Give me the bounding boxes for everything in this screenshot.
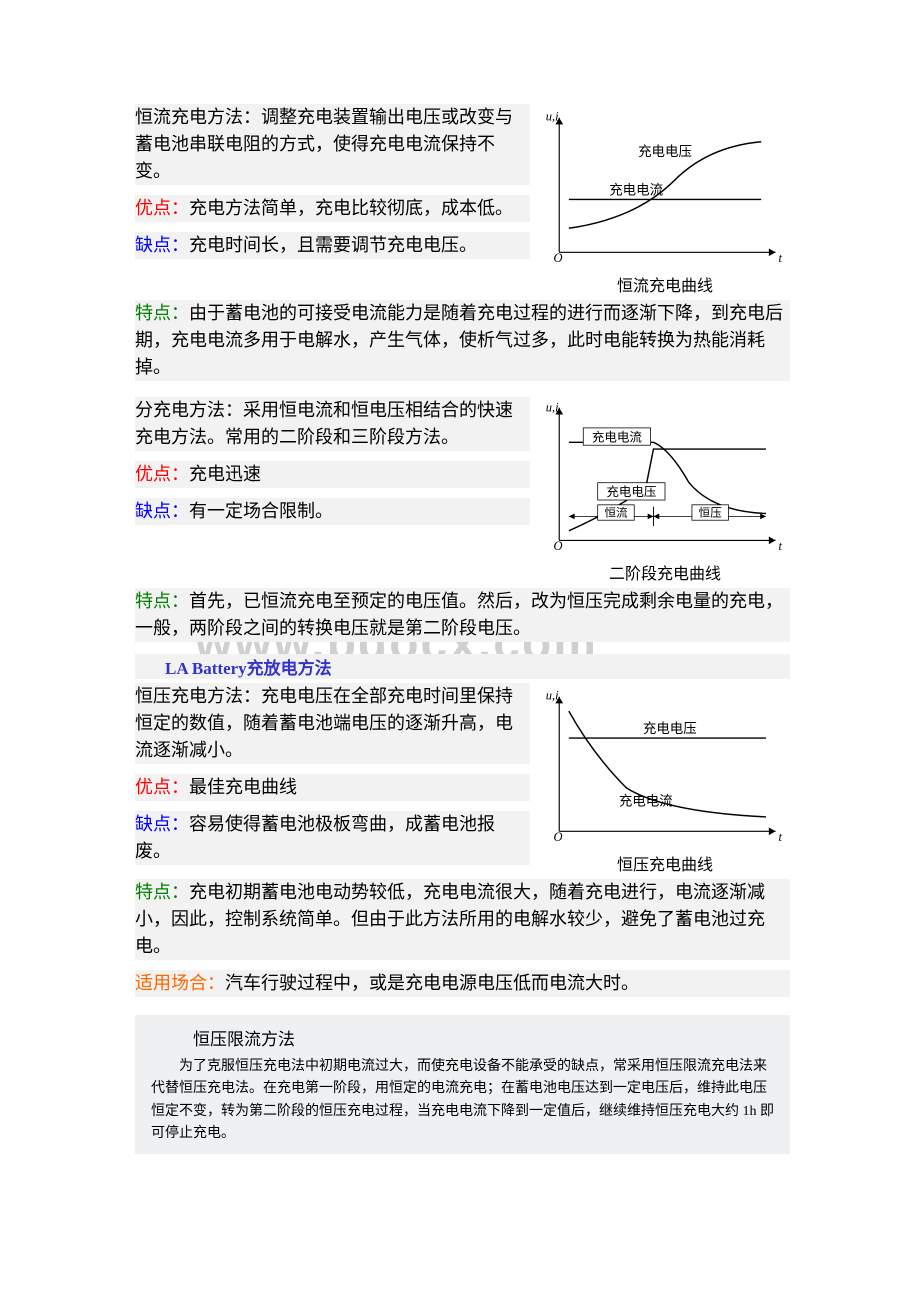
current-label: 充电电流 (592, 429, 643, 444)
x-axis-label: t (778, 830, 782, 844)
svg-text:O: O (553, 251, 562, 265)
voltage-label: 充电电压 (638, 144, 692, 159)
feature: 特点：充电初期蓄电池电动势较低，充电电流很大，随着充电进行，电流逐渐减小，因此，… (135, 879, 790, 960)
chart-caption: 恒流充电曲线 (540, 272, 790, 296)
chart-constant-current: u,i t 充电电压 充电电流 O (540, 100, 790, 270)
method-text: 恒压充电方法：充电电压在全部充电时间里保持恒定的数值，随着蓄电池端电压的逐渐升高… (135, 683, 530, 764)
disadvantage-label: 缺点： (135, 501, 189, 521)
current-label: 充电电流 (609, 183, 663, 198)
disadvantage-text: 容易使得蓄电池极板弯曲，成蓄电池报废。 (135, 814, 495, 861)
usage-label: 适用场合： (135, 973, 225, 993)
stage1-label: 恒流 (604, 505, 628, 519)
feature-text: 由于蓄电池的可接受电流能力是随着充电过程的进行而逐渐下降，到充电后期，充电电流多… (135, 303, 783, 377)
advantage-label: 优点： (135, 464, 189, 484)
advantage: 优点：最佳充电曲线 (135, 774, 530, 801)
advantage-text: 最佳充电曲线 (189, 777, 297, 797)
chart-caption: 恒压充电曲线 (540, 851, 790, 875)
method-text: 分充电方法：采用恒电流和恒电压相结合的快速充电方法。常用的二阶段和三阶段方法。 (135, 397, 530, 451)
chart-two-stage: u,i t 充电电流 充电电压 (540, 393, 790, 558)
disadvantage: 缺点：充电时间长，且需要调节充电电压。 (135, 232, 530, 259)
usage-text: 汽车行驶过程中，或是充电电源电压低而电流大时。 (225, 973, 639, 993)
advantage-label: 优点： (135, 777, 189, 797)
x-axis-label: t (778, 539, 782, 553)
feature-label: 特点： (135, 882, 189, 902)
stage2-label: 恒压 (699, 506, 722, 519)
section-cv-current-limit: 恒压限流方法 为了克服恒压充电法中初期电流过大，而使充电设备不能承受的缺点，常采… (135, 1015, 790, 1154)
feature-label: 特点： (135, 303, 189, 323)
feature-label: 特点： (135, 591, 189, 611)
advantage-label: 优点： (135, 198, 189, 218)
disadvantage-label: 缺点： (135, 235, 189, 255)
section-constant-current: 恒流充电方法：调整充电装置输出电压或改变与蓄电池串联电阻的方式，使得充电电流保持… (135, 100, 790, 381)
disadvantage: 缺点：有一定场合限制。 (135, 498, 530, 525)
chart-constant-voltage: u,i t 充电电压 充电电流 O (540, 679, 790, 849)
method-text: 恒流充电方法：调整充电装置输出电压或改变与蓄电池串联电阻的方式，使得充电电流保持… (135, 104, 530, 185)
advantage-text: 充电方法简单，充电比较彻底，成本低。 (189, 198, 513, 218)
disadvantage-label: 缺点： (135, 814, 189, 834)
voltage-label: 充电电压 (606, 484, 656, 499)
disadvantage: 缺点：容易使得蓄电池极板弯曲，成蓄电池报废。 (135, 811, 530, 865)
feature-text: 首先，已恒流充电至预定的电压值。然后，改为恒压完成剩余电量的充电，一般，两阶段之… (135, 591, 783, 638)
usage: 适用场合：汽车行驶过程中，或是充电电源电压低而电流大时。 (135, 970, 790, 997)
section-staged-charging: 分充电方法：采用恒电流和恒电压相结合的快速充电方法。常用的二阶段和三阶段方法。 … (135, 393, 790, 642)
advantage-text: 充电迅速 (189, 464, 261, 484)
y-axis-label: u,i (546, 110, 559, 124)
disadvantage-text: 充电时间长，且需要调节充电电压。 (189, 235, 477, 255)
feature-text: 充电初期蓄电池电动势较低，充电电流很大，随着充电进行，电流逐渐减小，因此，控制系… (135, 882, 765, 956)
advantage: 优点：充电迅速 (135, 461, 530, 488)
advantage: 优点：充电方法简单，充电比较彻底，成本低。 (135, 195, 530, 222)
current-label: 充电电流 (619, 793, 673, 808)
x-axis-label: t (778, 251, 782, 265)
voltage-label: 充电电压 (643, 721, 697, 736)
disadvantage-text: 有一定场合限制。 (189, 501, 333, 521)
y-axis-label: u,i (546, 689, 559, 703)
section3-title: LA Battery充放电方法 (135, 654, 790, 679)
section4-body: 为了克服恒压充电法中初期电流过大，而使充电设备不能承受的缺点，常采用恒压限流充电… (143, 1056, 782, 1146)
y-axis-label: u,i (546, 401, 559, 415)
svg-text:O: O (553, 539, 562, 553)
section-constant-voltage: LA Battery充放电方法 恒压充电方法：充电电压在全部充电时间里保持恒定的… (135, 654, 790, 997)
feature: 特点：由于蓄电池的可接受电流能力是随着充电过程的进行而逐渐下降，到充电后期，充电… (135, 300, 790, 381)
section4-title: 恒压限流方法 (143, 1023, 782, 1056)
feature: 特点：首先，已恒流充电至预定的电压值。然后，改为恒压完成剩余电量的充电，一般，两… (135, 588, 790, 642)
chart-caption: 二阶段充电曲线 (540, 560, 790, 584)
svg-text:O: O (553, 830, 562, 844)
